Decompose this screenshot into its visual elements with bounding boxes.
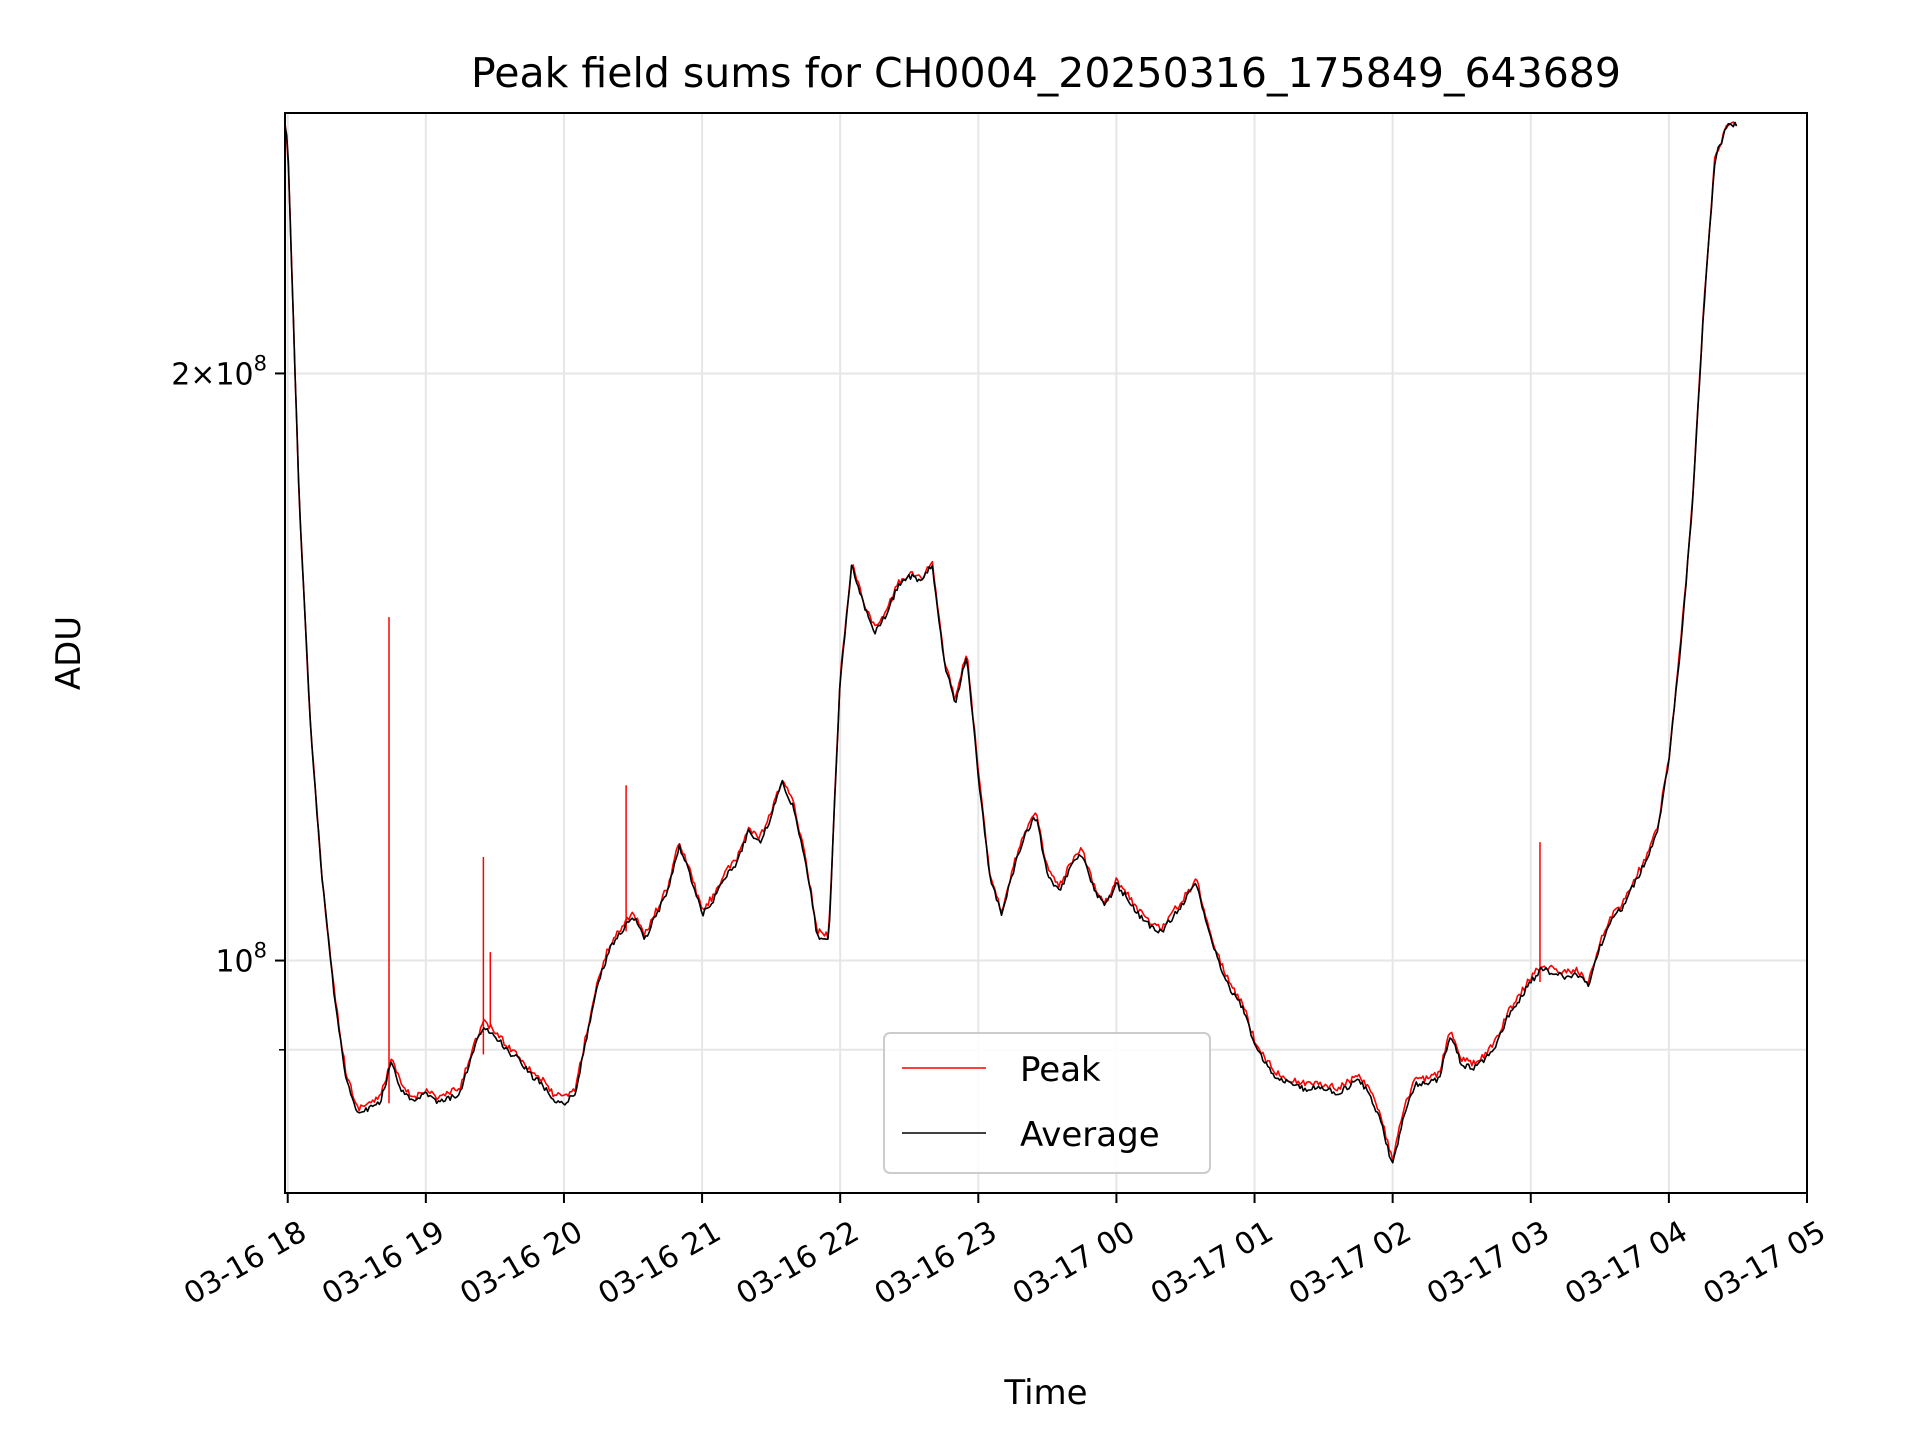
legend-label-average: Average xyxy=(1020,1115,1160,1155)
legend-label-peak: Peak xyxy=(1020,1050,1101,1090)
y-tick-label: 2×108 xyxy=(171,351,267,392)
legend: Peak Average xyxy=(883,1032,1211,1174)
chart-title: Peak field sums for CH0004_20250316_1758… xyxy=(471,49,1621,97)
series-line-average xyxy=(284,121,1738,1164)
x-axis-label: Time xyxy=(1003,1373,1087,1413)
series-layer xyxy=(284,121,1738,1164)
plot-frame xyxy=(284,112,1808,1194)
y-axis-label: ADU xyxy=(49,616,89,690)
